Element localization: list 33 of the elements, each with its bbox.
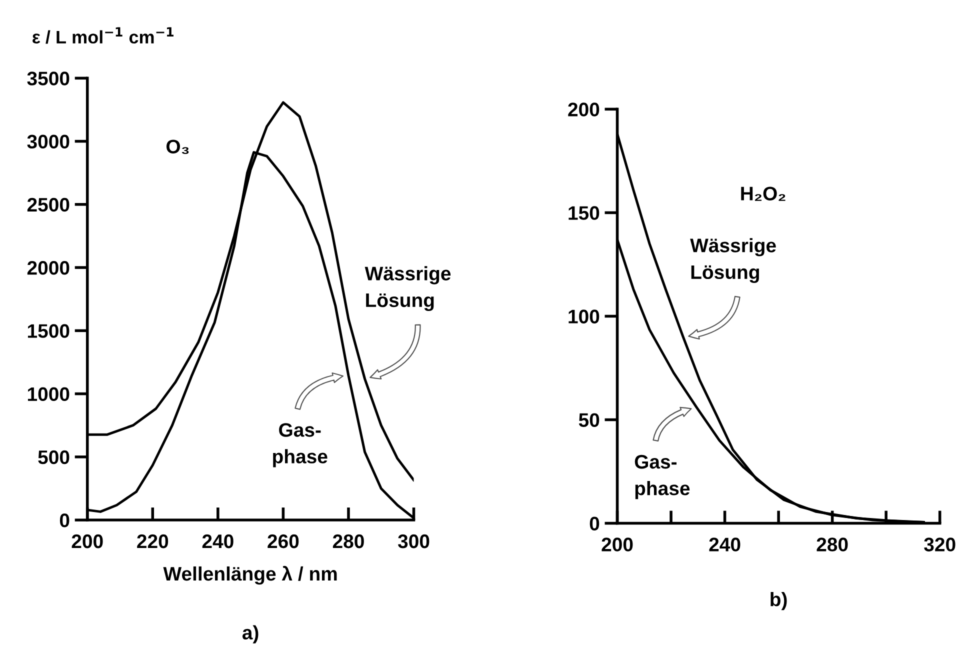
x-tick-label: 260 (268, 534, 299, 548)
y-tick-label: 200 (568, 102, 600, 116)
x-tick-label: 240 (709, 538, 740, 552)
y-tick-label: 0 (590, 516, 600, 530)
series-label: Gas- phase (634, 454, 690, 500)
y-tick-label: 1000 (28, 387, 70, 402)
x-tick-label: 200 (602, 538, 633, 552)
x-tick-label: 200 (72, 534, 103, 548)
y-tick-label: 2000 (27, 261, 70, 275)
x-tick-label: 280 (332, 534, 364, 548)
text: a) (242, 625, 258, 644)
x-tick-label: 240 (202, 534, 234, 548)
annotation: O₃ (166, 140, 189, 154)
series-label: Wässrige Lösung (690, 238, 776, 283)
y-tick-label: 1500 (28, 324, 70, 338)
y-tick-label: 2500 (27, 198, 70, 212)
y-tick-label: 50 (578, 413, 600, 427)
y-tick-label: 3500 (27, 72, 70, 86)
y-tick-label: 100 (568, 310, 600, 324)
x-tick-label: 320 (924, 538, 956, 552)
x-axis-title: Wellenlänge λ / nm (163, 566, 337, 585)
x-tick-label: 280 (816, 538, 848, 552)
y-tick-label: 0 (60, 514, 70, 528)
y-tick-label: 500 (38, 450, 70, 464)
series-label: Wässrige Lösung (364, 266, 451, 312)
y-tick-label: 3000 (27, 134, 70, 149)
y-axis-title: ε / L mol$^{−1}$ cm$^{−1}$ (32, 27, 174, 44)
text: b) (770, 592, 787, 610)
annotation: H₂O₂ (741, 186, 786, 201)
x-tick-label: 220 (137, 534, 168, 548)
series-label: Gas- phase (273, 423, 328, 468)
x-tick-label: 300 (398, 534, 430, 548)
y-tick-label: 150 (568, 206, 600, 220)
